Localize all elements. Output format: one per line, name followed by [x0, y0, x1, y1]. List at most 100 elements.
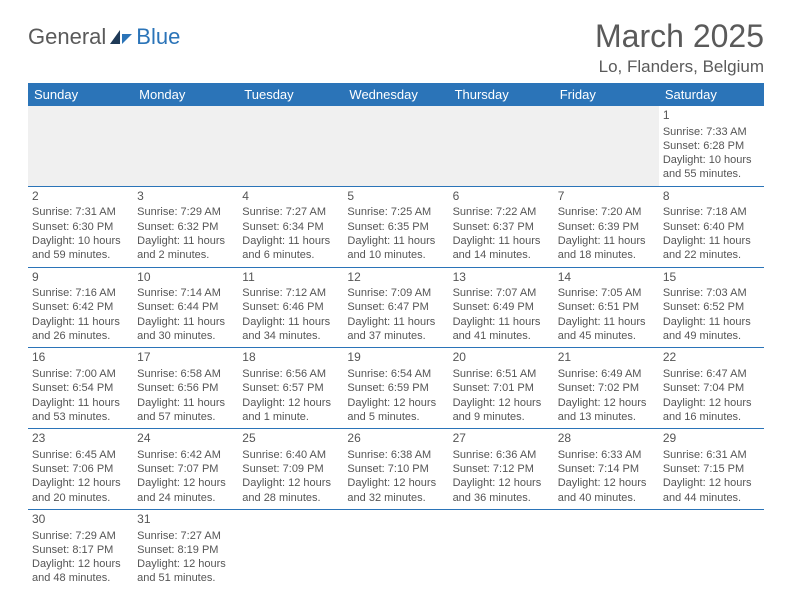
day-text: Daylight: 11 hours and 6 minutes. [242, 234, 339, 263]
sunrise-text: Sunrise: 7:14 AM [137, 286, 234, 300]
sunset-text: Sunset: 7:04 PM [663, 381, 760, 395]
calendar-cell: 24Sunrise: 6:42 AMSunset: 7:07 PMDayligh… [133, 429, 238, 510]
calendar-cell: 18Sunrise: 6:56 AMSunset: 6:57 PMDayligh… [238, 348, 343, 429]
weekday-header: Tuesday [238, 83, 343, 106]
sunrise-text: Sunrise: 7:22 AM [453, 205, 550, 219]
day-number: 18 [242, 350, 339, 366]
sunrise-text: Sunrise: 6:56 AM [242, 367, 339, 381]
day-number: 7 [558, 189, 655, 205]
calendar-cell: 28Sunrise: 6:33 AMSunset: 7:14 PMDayligh… [554, 429, 659, 510]
calendar-week-row: 23Sunrise: 6:45 AMSunset: 7:06 PMDayligh… [28, 429, 764, 510]
calendar-cell: 4Sunrise: 7:27 AMSunset: 6:34 PMDaylight… [238, 186, 343, 267]
day-number: 13 [453, 270, 550, 286]
day-text: Daylight: 11 hours and 18 minutes. [558, 234, 655, 263]
day-text: Daylight: 11 hours and 14 minutes. [453, 234, 550, 263]
month-title: March 2025 [595, 18, 764, 55]
sunset-text: Sunset: 6:39 PM [558, 220, 655, 234]
day-text: Daylight: 12 hours and 24 minutes. [137, 476, 234, 505]
day-number: 14 [558, 270, 655, 286]
day-text: Daylight: 12 hours and 9 minutes. [453, 396, 550, 425]
sunset-text: Sunset: 7:06 PM [32, 462, 129, 476]
sunset-text: Sunset: 6:47 PM [347, 300, 444, 314]
day-text: Daylight: 12 hours and 51 minutes. [137, 557, 234, 586]
day-text: Daylight: 11 hours and 57 minutes. [137, 396, 234, 425]
day-number: 1 [663, 108, 760, 124]
day-text: Daylight: 11 hours and 22 minutes. [663, 234, 760, 263]
sunrise-text: Sunrise: 7:00 AM [32, 367, 129, 381]
calendar-cell: 7Sunrise: 7:20 AMSunset: 6:39 PMDaylight… [554, 186, 659, 267]
weekday-header: Thursday [449, 83, 554, 106]
day-number: 17 [137, 350, 234, 366]
calendar-week-row: 1Sunrise: 7:33 AMSunset: 6:28 PMDaylight… [28, 106, 764, 186]
day-number: 28 [558, 431, 655, 447]
day-number: 2 [32, 189, 129, 205]
calendar-cell: 23Sunrise: 6:45 AMSunset: 7:06 PMDayligh… [28, 429, 133, 510]
title-block: March 2025 Lo, Flanders, Belgium [595, 18, 764, 77]
calendar-cell: 15Sunrise: 7:03 AMSunset: 6:52 PMDayligh… [659, 267, 764, 348]
calendar-cell: 26Sunrise: 6:38 AMSunset: 7:10 PMDayligh… [343, 429, 448, 510]
day-text: Daylight: 12 hours and 20 minutes. [32, 476, 129, 505]
day-text: Daylight: 12 hours and 28 minutes. [242, 476, 339, 505]
day-number: 15 [663, 270, 760, 286]
sunrise-text: Sunrise: 7:12 AM [242, 286, 339, 300]
calendar-cell: 20Sunrise: 6:51 AMSunset: 7:01 PMDayligh… [449, 348, 554, 429]
day-text: Daylight: 11 hours and 30 minutes. [137, 315, 234, 344]
sunrise-text: Sunrise: 6:54 AM [347, 367, 444, 381]
sunset-text: Sunset: 6:42 PM [32, 300, 129, 314]
day-number: 4 [242, 189, 339, 205]
sunset-text: Sunset: 7:02 PM [558, 381, 655, 395]
day-text: Daylight: 11 hours and 49 minutes. [663, 315, 760, 344]
sunset-text: Sunset: 7:01 PM [453, 381, 550, 395]
sunset-text: Sunset: 7:12 PM [453, 462, 550, 476]
sunset-text: Sunset: 6:28 PM [663, 139, 760, 153]
calendar-cell [449, 509, 554, 589]
sunrise-text: Sunrise: 7:09 AM [347, 286, 444, 300]
sunset-text: Sunset: 6:51 PM [558, 300, 655, 314]
day-text: Daylight: 11 hours and 41 minutes. [453, 315, 550, 344]
day-text: Daylight: 12 hours and 36 minutes. [453, 476, 550, 505]
calendar-cell [449, 106, 554, 186]
calendar-cell: 31Sunrise: 7:27 AMSunset: 8:19 PMDayligh… [133, 509, 238, 589]
calendar-cell: 11Sunrise: 7:12 AMSunset: 6:46 PMDayligh… [238, 267, 343, 348]
calendar-cell [659, 509, 764, 589]
calendar-cell: 5Sunrise: 7:25 AMSunset: 6:35 PMDaylight… [343, 186, 448, 267]
calendar-cell: 21Sunrise: 6:49 AMSunset: 7:02 PMDayligh… [554, 348, 659, 429]
day-number: 24 [137, 431, 234, 447]
day-number: 26 [347, 431, 444, 447]
sunset-text: Sunset: 7:10 PM [347, 462, 444, 476]
sunset-text: Sunset: 7:14 PM [558, 462, 655, 476]
sunrise-text: Sunrise: 7:05 AM [558, 286, 655, 300]
sunset-text: Sunset: 8:19 PM [137, 543, 234, 557]
weekday-header: Wednesday [343, 83, 448, 106]
day-number: 20 [453, 350, 550, 366]
calendar-cell: 8Sunrise: 7:18 AMSunset: 6:40 PMDaylight… [659, 186, 764, 267]
calendar-cell: 13Sunrise: 7:07 AMSunset: 6:49 PMDayligh… [449, 267, 554, 348]
day-text: Daylight: 12 hours and 16 minutes. [663, 396, 760, 425]
day-number: 5 [347, 189, 444, 205]
day-text: Daylight: 11 hours and 10 minutes. [347, 234, 444, 263]
day-number: 21 [558, 350, 655, 366]
sunset-text: Sunset: 6:54 PM [32, 381, 129, 395]
weekday-header: Friday [554, 83, 659, 106]
sunrise-text: Sunrise: 7:03 AM [663, 286, 760, 300]
calendar-cell: 30Sunrise: 7:29 AMSunset: 8:17 PMDayligh… [28, 509, 133, 589]
sunrise-text: Sunrise: 7:16 AM [32, 286, 129, 300]
day-number: 27 [453, 431, 550, 447]
sunrise-text: Sunrise: 6:49 AM [558, 367, 655, 381]
calendar-cell [343, 106, 448, 186]
day-number: 29 [663, 431, 760, 447]
sunrise-text: Sunrise: 7:33 AM [663, 125, 760, 139]
weekday-header: Sunday [28, 83, 133, 106]
calendar-cell [238, 106, 343, 186]
logo-sail-icon [108, 28, 134, 46]
sunrise-text: Sunrise: 7:25 AM [347, 205, 444, 219]
weekday-header: Saturday [659, 83, 764, 106]
sunrise-text: Sunrise: 6:47 AM [663, 367, 760, 381]
day-number: 22 [663, 350, 760, 366]
day-number: 6 [453, 189, 550, 205]
sunset-text: Sunset: 6:34 PM [242, 220, 339, 234]
calendar-cell: 10Sunrise: 7:14 AMSunset: 6:44 PMDayligh… [133, 267, 238, 348]
day-text: Daylight: 12 hours and 40 minutes. [558, 476, 655, 505]
calendar-cell: 29Sunrise: 6:31 AMSunset: 7:15 PMDayligh… [659, 429, 764, 510]
day-number: 12 [347, 270, 444, 286]
